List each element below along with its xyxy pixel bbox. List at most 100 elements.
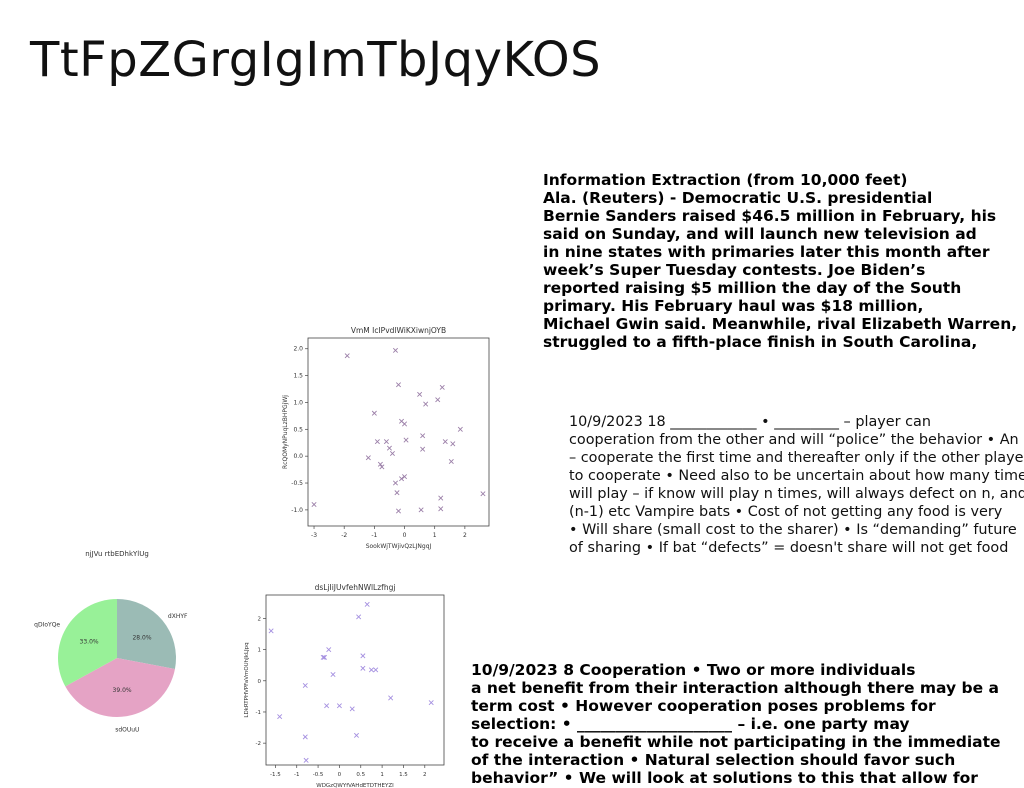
x-tick-label: -1.5 (270, 772, 281, 778)
marker-stroke (368, 667, 374, 673)
marker-stroke (364, 601, 370, 607)
cooperation-text-block: 10/9/2023 8 Cooperation • Two or more in… (471, 661, 1001, 787)
marker-stroke (392, 347, 399, 353)
data-point-marker (330, 672, 336, 678)
marker-stroke (402, 474, 408, 480)
data-point-marker (379, 464, 385, 470)
marker-stroke (302, 734, 308, 740)
data-point-marker (457, 426, 463, 432)
data-point-marker (420, 433, 426, 439)
y-axis-label: RcQOMyNPuqLzBHPGjWj (282, 395, 289, 469)
y-tick-label: -0.5 (291, 480, 303, 487)
pie-slice (65, 658, 175, 717)
marker-stroke (418, 507, 424, 513)
data-point-marker (373, 667, 379, 673)
marker-stroke (457, 426, 463, 432)
x-tick-label: -0.5 (313, 772, 324, 778)
data-point-marker (353, 732, 360, 738)
data-point-marker (395, 508, 402, 514)
marker-stroke (302, 682, 308, 688)
reuters-text-line: Ala. (Reuters) - Democratic U.S. preside… (543, 189, 933, 207)
reuters-text-line: reported raising $5 million the day of t… (543, 279, 962, 297)
reuters-text-line: in nine states with primaries later this… (543, 243, 990, 261)
x-axis-label: WDGzQWYfVAHdETDTHEYZI (316, 783, 394, 788)
marker-stroke (450, 441, 456, 447)
chart-title: njJVu rtbEDhkYlUg (85, 550, 149, 558)
marker-stroke (417, 391, 423, 397)
chart-title: VmM IcIPvdlWiKXiwnjOYB (351, 326, 446, 335)
data-point-marker (450, 441, 456, 447)
scatter-chart-1-svg: VmM IcIPvdlWiKXiwnjOYB -3 -2 -1 0 1 2 -1.0 -0.5 0… (282, 326, 490, 550)
vampire-text-line: to cooperate • Need also to be uncertain… (569, 468, 1024, 484)
data-point-marker (403, 437, 409, 443)
pie-slice (117, 599, 176, 670)
reuters-text-line: week’s Super Tuesday contests. Joe Biden… (543, 261, 926, 279)
x-tick-label: -3 (311, 532, 317, 539)
x-tick-label: 0 (338, 772, 342, 778)
data-point-marker (349, 706, 355, 712)
marker-stroke (353, 732, 360, 738)
marker-stroke (303, 757, 309, 763)
reuters-text-block: Information Extraction (from 10,000 feet… (543, 171, 1017, 351)
plot-frame (265, 594, 445, 766)
vampire-text-line: 10/9/2023 18 ____________ • _________ – … (569, 414, 931, 430)
data-point-marker (402, 421, 408, 427)
x-tick-label: 2 (423, 772, 427, 778)
marker-stroke (349, 706, 355, 712)
data-point-marker (302, 734, 308, 740)
reuters-text-line: Michael Gwin said. Meanwhile, rival Eliz… (543, 315, 1018, 333)
marker-stroke (360, 653, 366, 659)
pie-value-label: 28.0% (132, 634, 151, 641)
pie-label: dXHYF (168, 613, 188, 620)
cooperation-text-line: selection: • ____________________ – i.e.… (471, 715, 910, 733)
data-point-marker (438, 495, 444, 501)
marker-stroke (398, 476, 405, 482)
marker-stroke (395, 508, 402, 514)
marker-stroke (311, 501, 317, 508)
y-tick-label: 0.5 (293, 426, 303, 433)
marker-stroke (402, 421, 408, 427)
vampire-text-line: • Will share (small cost to the sharer) … (569, 522, 1017, 538)
marker-stroke (398, 418, 405, 424)
marker-stroke (277, 714, 283, 720)
marker-stroke (374, 439, 380, 445)
x-tick-label: -2 (341, 532, 347, 539)
y-axis-label: LDkRTPHVPFaVmOUhJkLJpq (244, 642, 250, 717)
marker-stroke (394, 490, 400, 496)
data-point-marker (303, 757, 309, 763)
data-point-marker (277, 714, 283, 720)
pie-value-label: 39.0% (113, 687, 132, 694)
cooperation-text-line: a net benefit from their interaction alt… (471, 679, 999, 697)
data-point-marker (371, 410, 377, 416)
marker-stroke (435, 397, 441, 403)
reuters-text-line: Bernie Sanders raised $46.5 million in F… (543, 207, 997, 225)
marker-stroke (268, 628, 274, 634)
y-tick-label: -1.0 (291, 507, 303, 514)
marker-stroke (480, 491, 486, 497)
data-point-marker (417, 391, 423, 397)
x-tick-label: 1.5 (399, 772, 408, 778)
data-point-marker (368, 667, 374, 673)
y-tick-label: 1.0 (293, 399, 303, 406)
data-point-marker (392, 480, 399, 486)
data-point-marker (395, 382, 402, 388)
marker-stroke (371, 410, 377, 416)
pie-chart-svg: njJVu rtbEDhkYlUg 28.0% dXHYF 39.0% sdOUuU 33… (34, 550, 188, 733)
data-point-marker (389, 450, 395, 457)
vampire-text-line: of sharing • If bat “defects” = doesn't … (569, 540, 1009, 556)
marker-stroke (386, 445, 392, 451)
x-tick-label: -1 (294, 772, 299, 778)
cooperation-text-line: behavior” • We will look at solutions to… (471, 769, 978, 787)
data-point-marker (324, 703, 330, 709)
data-point-marker (402, 474, 408, 480)
cooperation-text-line: of the interaction • Natural selection s… (471, 751, 956, 769)
marker-stroke (392, 480, 399, 486)
pie-label: sdOUuU (115, 726, 139, 733)
cooperation-text-line: to receive a benefit while not participa… (471, 733, 1001, 751)
data-point-marker (435, 397, 441, 403)
marker-stroke (344, 353, 350, 359)
marker-stroke (326, 647, 332, 653)
cooperation-text-line: term cost • However cooperation poses pr… (471, 697, 936, 715)
data-point-marker (360, 665, 366, 671)
data-point-marker (364, 601, 370, 607)
